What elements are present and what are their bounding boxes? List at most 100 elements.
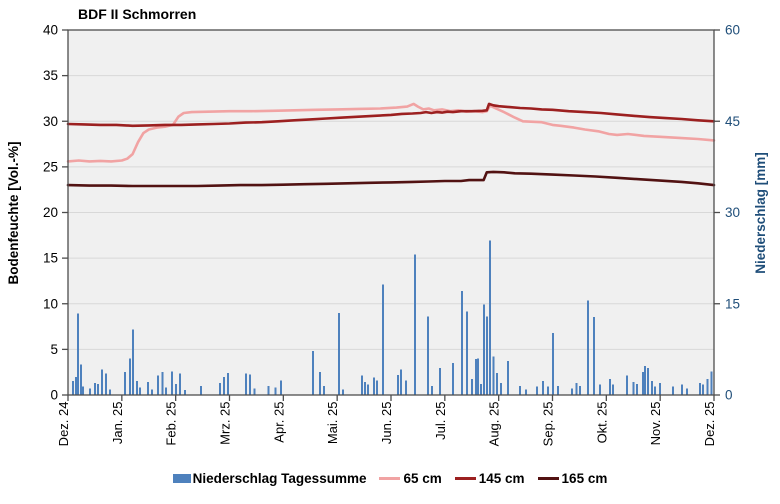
precipitation-bar — [132, 329, 135, 395]
legend-label-145cm: 145 cm — [478, 471, 525, 486]
line-65cm-swatch — [379, 477, 401, 480]
precipitation-bar — [82, 386, 85, 395]
precipitation-bar — [465, 311, 468, 395]
precipitation-bar — [267, 385, 270, 395]
legend-item-145cm: 145 cm — [454, 471, 525, 486]
precipitation-bar — [405, 380, 408, 395]
y-right-tick-label: 0 — [725, 388, 733, 403]
precipitation-bar — [686, 388, 689, 395]
precipitation-bar — [710, 371, 713, 395]
legend-item-65cm: 65 cm — [379, 471, 442, 486]
precipitation-bar — [475, 359, 478, 395]
legend-label-niederschlag: Niederschlag Tagessumme — [192, 471, 367, 486]
precipitation-bar — [699, 382, 702, 395]
precipitation-bar — [199, 385, 202, 395]
precipitation-bar — [706, 379, 709, 395]
precipitation-bar — [492, 356, 495, 395]
y-left-tick-label: 0 — [50, 388, 58, 403]
y-right-tick-label: 15 — [725, 296, 740, 311]
y-left-tick-label: 15 — [43, 251, 58, 266]
precipitation-bar — [644, 365, 647, 395]
precipitation-bar — [575, 382, 578, 395]
precipitation-bar — [414, 254, 417, 395]
chart-legend: Niederschlag Tagessumme 65 cm 145 cm 165… — [0, 471, 780, 486]
legend-label-65cm: 65 cm — [403, 471, 442, 486]
precipitation-bar — [150, 389, 153, 395]
precipitation-bar — [625, 375, 628, 395]
precipitation-bar — [139, 387, 142, 395]
precipitation-bar — [337, 312, 340, 395]
x-tick-label: Aug. 25 — [487, 401, 502, 446]
precipitation-bar — [489, 240, 492, 395]
line-165cm-swatch — [537, 477, 559, 480]
y-right-tick-label: 60 — [725, 23, 740, 38]
precipitation-bar — [477, 358, 480, 395]
precipitation-bar — [598, 384, 601, 395]
y-left-axis-title: Bodenfeuchte [Vol.-%] — [6, 141, 21, 285]
y-left-tick-label: 10 — [43, 296, 58, 311]
precipitation-bar — [147, 382, 150, 395]
precipitation-bar — [89, 388, 92, 395]
legend-item-niederschlag: Niederschlag Tagessumme — [172, 471, 367, 486]
precipitation-bar — [274, 387, 277, 395]
precipitation-bar — [223, 376, 226, 395]
precipitation-bar — [342, 389, 345, 395]
precipitation-bar — [535, 386, 538, 395]
precipitation-bar — [541, 381, 544, 395]
precipitation-bar — [100, 369, 103, 395]
x-tick-label: Mrz. 25 — [218, 402, 233, 445]
moisture-line-145cm — [66, 102, 716, 128]
x-tick-label: Jan. 25 — [110, 402, 125, 445]
precipitation-bar — [651, 381, 654, 395]
precipitation-bar — [525, 389, 528, 395]
precipitation-bar — [71, 381, 74, 395]
precipitation-bar — [170, 371, 173, 395]
precipitation-bar — [636, 384, 639, 395]
y-left-tick-label: 30 — [43, 114, 58, 129]
x-tick-label: Apr. 25 — [271, 402, 286, 443]
y-left-tick-label: 25 — [43, 159, 58, 174]
precipitation-bar — [632, 382, 635, 395]
precipitation-bar — [578, 385, 581, 395]
precipitation-bar — [108, 389, 111, 395]
precipitation-bar — [364, 382, 367, 395]
precipitation-bar — [164, 387, 167, 395]
y-right-tick-label: 30 — [725, 205, 740, 220]
precipitation-bar — [77, 313, 80, 395]
precipitation-bar — [226, 373, 229, 395]
precipitation-bar — [178, 373, 181, 395]
precipitation-bar — [360, 375, 363, 395]
precipitation-bar — [376, 380, 379, 395]
legend-item-165cm: 165 cm — [537, 471, 608, 486]
precipitation-bar — [479, 384, 482, 395]
precipitation-bar — [366, 384, 369, 395]
precipitation-bar — [587, 300, 590, 395]
precipitation-bar — [105, 373, 108, 395]
precipitation-bar — [161, 371, 164, 395]
line-145cm-swatch — [454, 477, 476, 480]
legend-label-165cm: 165 cm — [561, 471, 608, 486]
precipitation-bar — [175, 384, 178, 395]
precipitation-bar — [646, 368, 649, 395]
precipitation-bar — [93, 382, 96, 395]
precipitation-bar — [609, 379, 612, 395]
precipitation-bar — [519, 385, 522, 395]
precipitation-bar — [556, 385, 559, 395]
precipitation-bar — [483, 304, 486, 395]
precipitation-bar — [248, 374, 251, 395]
moisture-line-165cm — [66, 170, 716, 188]
y-left-tick-label: 35 — [43, 68, 58, 83]
precipitation-bar — [461, 290, 464, 395]
precipitation-bar — [128, 358, 131, 395]
precipitation-bar — [641, 371, 644, 395]
precipitation-bar — [659, 382, 662, 395]
precipitation-bar — [681, 384, 684, 395]
x-tick-label: Dez. 25 — [702, 402, 717, 447]
x-tick-label: Mai. 25 — [325, 402, 340, 445]
x-tick-label: Okt. 25 — [594, 402, 609, 444]
precipitation-bar — [499, 382, 502, 395]
precipitation-bar — [318, 371, 321, 395]
precipitation-bar — [672, 386, 675, 395]
y-left-tick-label: 20 — [43, 205, 58, 220]
